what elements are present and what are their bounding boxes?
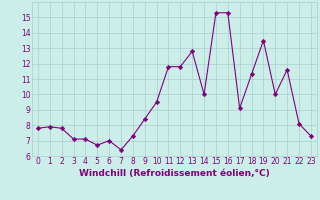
- X-axis label: Windchill (Refroidissement éolien,°C): Windchill (Refroidissement éolien,°C): [79, 169, 270, 178]
